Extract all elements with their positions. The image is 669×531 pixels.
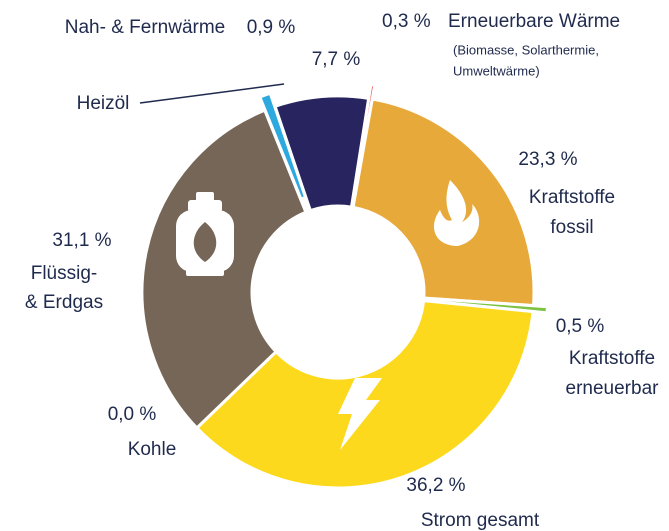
donut <box>140 82 550 490</box>
value-label: 36,2 % <box>406 475 465 496</box>
value-label: 0,0 % <box>108 404 157 425</box>
category-label: Kraftstoffe erneuerbar <box>566 348 660 399</box>
value-label: 23,3 % <box>518 149 577 170</box>
category-label: Kraftstoffe fossil <box>529 187 615 238</box>
category-label: Heizöl <box>77 93 130 114</box>
annotation: Umweltwärme) <box>453 63 540 78</box>
value-label: 7,7 % <box>312 49 361 70</box>
category-label: Kohle <box>128 439 177 460</box>
leader-line <box>139 83 285 104</box>
category-label: Strom gesamt <box>421 510 540 531</box>
slice <box>351 97 536 308</box>
value-label: 0,9 % <box>247 17 296 38</box>
category-label: Erneuerbare Wärme <box>448 11 620 32</box>
labels: 0,3 % Erneuerbare Wärme 23,3 % Kraftstoffe f… <box>25 11 659 531</box>
category-label: Flüssig-& Erdgas <box>25 263 103 313</box>
category-label: Nah- & Fernwärme <box>65 17 226 38</box>
gas-bottle-icon <box>176 192 234 276</box>
value-label: 0,5 % <box>556 316 605 337</box>
value-label: 31,1 % <box>52 230 111 251</box>
value-label: 0,3 % <box>382 11 431 32</box>
lightning-icon <box>338 378 382 450</box>
flame-icon <box>434 180 480 246</box>
slice <box>273 94 371 213</box>
annotation: (Biomasse, Solarthermie, <box>453 42 599 57</box>
